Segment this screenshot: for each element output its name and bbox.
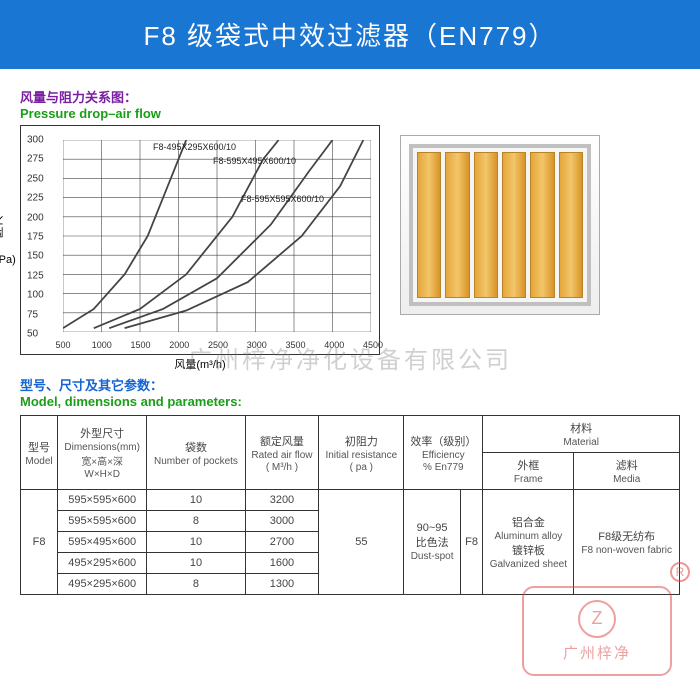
- cell-pockets: 10: [147, 553, 245, 574]
- chart-x-tick: 1000: [92, 340, 112, 350]
- brand-stamp: Z 广州梓净: [522, 586, 672, 676]
- chart-x-tick: 2500: [208, 340, 228, 350]
- cell-resist: 55: [319, 490, 404, 595]
- section2-title-en: Model, dimensions and parameters:: [20, 394, 680, 409]
- chart-x-tick: 4000: [324, 340, 344, 350]
- th-frame: 外框 Frame: [483, 453, 574, 490]
- filter-pocket: [559, 152, 583, 298]
- th-eff: 效率（级别） Efficiency % En779: [404, 416, 483, 490]
- chart-y-tick: 100: [27, 290, 44, 301]
- chart-plot-area: F8-495X295X600/10 F8-595X495X600/10 F8-5…: [63, 140, 371, 332]
- chart-y-tick: 75: [27, 309, 38, 320]
- chart-x-tick: 4500: [363, 340, 383, 350]
- section1-title-en: Pressure drop–air flow: [20, 106, 680, 121]
- chart-y-tick: 125: [27, 270, 44, 281]
- section2-title-cn: 型号、尺寸及其它参数：: [20, 375, 680, 394]
- chart-x-tick: 1500: [130, 340, 150, 350]
- chart-y-tick: 275: [27, 154, 44, 165]
- cell-airflow: 3200: [245, 490, 319, 511]
- cell-eff-class: F8: [460, 490, 483, 595]
- cell-dims: 495×295×600: [58, 574, 147, 595]
- filter-pocket: [502, 152, 526, 298]
- cell-dims: 595×495×600: [58, 532, 147, 553]
- cell-pockets: 8: [147, 574, 245, 595]
- cell-dims: 595×595×600: [58, 511, 147, 532]
- stamp-text: 广州梓净: [563, 642, 631, 663]
- th-material: 材料 Material: [483, 416, 680, 453]
- top-row: 阻力 (Pa) F8-495X295X600/10 F8-595X495X600…: [20, 125, 680, 355]
- filter-pocket: [417, 152, 441, 298]
- product-image: [400, 135, 600, 315]
- cell-dims: 495×295×600: [58, 553, 147, 574]
- content-area: 风量与阻力关系图： Pressure drop–air flow 阻力 (Pa)…: [0, 69, 700, 595]
- chart-x-tick: 3500: [285, 340, 305, 350]
- chart-y-tick: 175: [27, 232, 44, 243]
- cell-pockets: 10: [147, 532, 245, 553]
- cell-dims: 595×595×600: [58, 490, 147, 511]
- th-pockets: 袋数 Number of pockets: [147, 416, 245, 490]
- chart-y-tick: 200: [27, 212, 44, 223]
- section1-title-cn: 风量与阻力关系图：: [20, 87, 680, 106]
- cell-airflow: 2700: [245, 532, 319, 553]
- chart-legend-1: F8-495X295X600/10: [153, 142, 236, 152]
- spec-table: 型号 Model 外型尺寸 Dimensions(mm) 宽×高×深 W×H×D…: [20, 415, 680, 595]
- product-frame: [409, 144, 591, 306]
- cell-airflow: 1300: [245, 574, 319, 595]
- cell-pockets: 8: [147, 511, 245, 532]
- chart-y-unit: (Pa): [0, 254, 16, 266]
- th-dims: 外型尺寸 Dimensions(mm) 宽×高×深 W×H×D: [58, 416, 147, 490]
- chart-y-tick: 150: [27, 251, 44, 262]
- chart-x-tick: 3000: [247, 340, 267, 350]
- chart-y-label: 阻力: [0, 216, 7, 238]
- th-resist: 初阻力 Initial resistance ( pa ): [319, 416, 404, 490]
- cell-model: F8: [21, 490, 58, 595]
- table-header-row: 型号 Model 外型尺寸 Dimensions(mm) 宽×高×深 W×H×D…: [21, 416, 680, 453]
- registered-mark: R: [670, 562, 690, 582]
- chart-y-tick: 50: [27, 329, 38, 340]
- chart-x-label: 风量(m³/h): [174, 356, 225, 372]
- filter-pocket: [445, 152, 469, 298]
- cell-eff: 90~95比色法Dust-spot: [404, 490, 460, 595]
- chart-y-tick: 250: [27, 173, 44, 184]
- chart-legend-3: F8-595X595X600/10: [241, 194, 324, 204]
- filter-pocket: [530, 152, 554, 298]
- th-model: 型号 Model: [21, 416, 58, 490]
- stamp-logo-icon: Z: [578, 600, 616, 638]
- chart-x-tick: 2000: [169, 340, 189, 350]
- chart-y-tick: 300: [27, 135, 44, 146]
- page-banner: F8 级袋式中效过滤器（EN779）: [0, 0, 700, 69]
- table-row: F8595×595×6001032005590~95比色法Dust-spotF8…: [21, 490, 680, 511]
- chart-y-tick: 225: [27, 193, 44, 204]
- th-airflow: 额定风量 Rated air flow ( M³/h ): [245, 416, 319, 490]
- cell-airflow: 3000: [245, 511, 319, 532]
- chart-legend-2: F8-595X495X600/10: [213, 156, 296, 166]
- cell-frame: 铝合金Aluminum alloy镀锌板Galvanized sheet: [483, 490, 574, 595]
- cell-media: F8级无纺布F8 non-woven fabric: [574, 490, 680, 595]
- cell-airflow: 1600: [245, 553, 319, 574]
- pressure-drop-chart: 阻力 (Pa) F8-495X295X600/10 F8-595X495X600…: [20, 125, 380, 355]
- cell-pockets: 10: [147, 490, 245, 511]
- th-media: 滤料 Media: [574, 453, 680, 490]
- chart-x-tick: 500: [55, 340, 70, 350]
- filter-pocket: [474, 152, 498, 298]
